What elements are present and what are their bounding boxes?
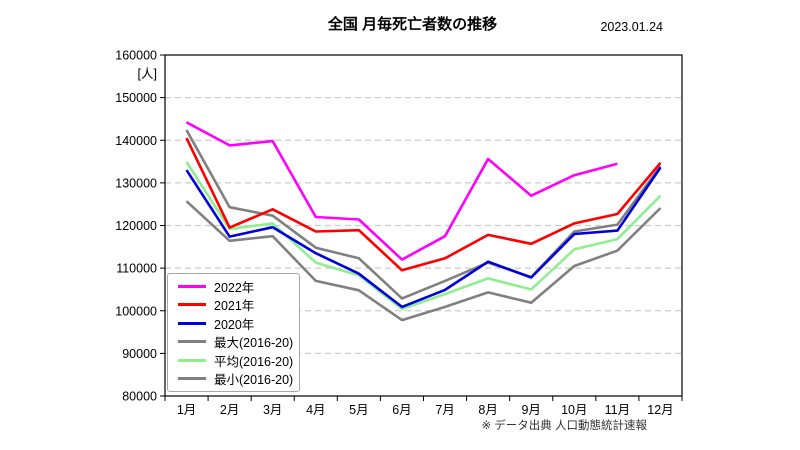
legend-label: 2022年 [214, 280, 255, 295]
x-tick-label: 2月 [220, 403, 239, 417]
legend-label: 2021年 [214, 299, 255, 314]
x-tick-label: 4月 [306, 403, 325, 417]
chart-legend: 2022年 2021年 2020年 最大(2016-20) 平均(2016-20… [167, 273, 300, 392]
x-tick-label: 3月 [263, 403, 282, 417]
legend-line-swatch [178, 358, 206, 362]
legend-item-avg: 平均(2016-20) [178, 351, 299, 369]
legend-item-2021: 2021年 [178, 296, 299, 314]
y-axis-unit-label: [人] [138, 67, 157, 81]
y-tick-label: 120000 [115, 219, 157, 233]
series-line-2022年 [185, 121, 618, 261]
legend-line-swatch [178, 303, 206, 307]
legend-line-swatch [178, 284, 206, 288]
legend-line-swatch [178, 321, 206, 325]
y-tick-label: 140000 [115, 134, 157, 148]
series-line-最小(2016-20) [185, 200, 662, 322]
legend-item-2022: 2022年 [178, 277, 299, 295]
x-tick-label: 7月 [435, 403, 454, 417]
legend-line-swatch [178, 377, 206, 381]
x-tick-label: 9月 [521, 403, 540, 417]
y-tick-label: 150000 [115, 91, 157, 105]
series-line-2020年 [185, 166, 662, 309]
series-line-最大(2016-20) [185, 129, 662, 300]
legend-item-max: 最大(2016-20) [178, 333, 299, 351]
x-tick-label: 12月 [647, 403, 673, 417]
x-tick-label: 5月 [349, 403, 368, 417]
y-tick-label: 110000 [116, 262, 157, 276]
y-tick-label: 130000 [115, 176, 157, 190]
legend-label: 2020年 [214, 317, 255, 332]
series-line-2021年 [185, 137, 662, 272]
series-line-平均(2016-20) [185, 161, 662, 311]
y-tick-label: 100000 [115, 304, 157, 318]
x-tick-label: 1月 [177, 403, 196, 417]
legend-line-swatch [178, 340, 206, 344]
x-tick-label: 11月 [605, 403, 630, 417]
x-tick-label: 8月 [478, 403, 497, 417]
x-tick-label: 6月 [392, 403, 411, 417]
data-source-note: ※ データ出典 人口動態統計速報 [481, 420, 647, 432]
y-tick-label: 90000 [122, 347, 157, 361]
x-tick-label: 10月 [561, 403, 587, 417]
legend-label: 最小(2016-20) [214, 373, 294, 388]
y-tick-label: 80000 [122, 390, 157, 404]
legend-item-min: 最小(2016-20) [178, 370, 299, 388]
legend-item-2020: 2020年 [178, 314, 299, 332]
legend-label: 平均(2016-20) [214, 354, 294, 369]
legend-label: 最大(2016-20) [214, 336, 294, 351]
y-tick-label: 160000 [115, 49, 157, 63]
plot-frame [164, 54, 683, 397]
page-title: 全国 月毎死亡者数の推移 [327, 16, 498, 33]
publication-date: 2023.01.24 [600, 20, 663, 34]
